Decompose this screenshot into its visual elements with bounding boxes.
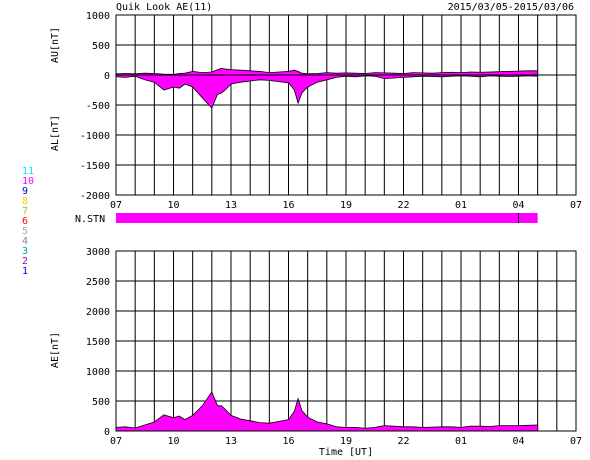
y-tick-label: 500 bbox=[92, 41, 110, 52]
y-tick-label: -2000 bbox=[80, 191, 110, 202]
y-tick-label: -1000 bbox=[80, 131, 110, 142]
y-tick-label: 1500 bbox=[86, 337, 110, 348]
y-tick-label: -1500 bbox=[80, 161, 110, 172]
x-axis-label: Time [UT] bbox=[319, 447, 373, 458]
legend-station-1: 1 bbox=[22, 266, 28, 277]
al-ylabel: AL[nT] bbox=[50, 115, 61, 151]
chart-title: Quik Look AE(11) bbox=[116, 2, 212, 13]
legend-station-6: 6 bbox=[22, 216, 28, 227]
au-al-grid bbox=[116, 14, 576, 196]
x-tick-label: 01 bbox=[455, 436, 467, 447]
x-tick-label: 13 bbox=[225, 200, 237, 211]
legend-station-2: 2 bbox=[22, 256, 28, 267]
x-tick-label: 13 bbox=[225, 436, 237, 447]
au-al-area bbox=[115, 67, 539, 109]
legend-station-8: 8 bbox=[22, 196, 28, 207]
x-tick-label: 07 bbox=[570, 436, 582, 447]
y-tick-label: 500 bbox=[92, 397, 110, 408]
nstn-bar bbox=[116, 213, 538, 223]
au-al-y-ticks: 1000 500 0 -500 -1000 -1500 -2000 bbox=[80, 11, 110, 202]
date-range: 2015/03/05-2015/03/06 bbox=[448, 2, 574, 13]
au-al-frame bbox=[115, 14, 577, 196]
legend-station-11: 11 bbox=[22, 166, 34, 177]
y-tick-label: 2000 bbox=[86, 307, 110, 318]
x-tick-label: 19 bbox=[340, 436, 352, 447]
ae-x-ticks: 07 10 13 16 19 22 01 04 07 bbox=[110, 436, 582, 447]
ae-frame bbox=[115, 250, 577, 432]
au-al-x-ticks: 07 10 13 16 19 22 01 04 07 bbox=[110, 200, 582, 211]
x-tick-label: 22 bbox=[397, 436, 409, 447]
x-tick-label: 19 bbox=[340, 200, 352, 211]
x-tick-label: 22 bbox=[397, 200, 409, 211]
x-tick-label: 07 bbox=[110, 436, 122, 447]
ae-ylabel: AE[nT] bbox=[50, 332, 61, 368]
y-tick-label: 1000 bbox=[86, 367, 110, 378]
y-tick-label: 0 bbox=[104, 71, 110, 82]
legend-station-7: 7 bbox=[22, 206, 28, 217]
x-tick-label: 07 bbox=[110, 200, 122, 211]
nstn-panel: N.STN bbox=[75, 213, 538, 225]
ae-y-ticks: 3000 2500 2000 1500 1000 500 0 bbox=[86, 247, 110, 438]
ae-area bbox=[115, 391, 539, 432]
x-tick-label: 07 bbox=[570, 200, 582, 211]
y-tick-label: 0 bbox=[104, 427, 110, 438]
y-tick-label: 2500 bbox=[86, 277, 110, 288]
legend-station-9: 9 bbox=[22, 186, 28, 197]
x-tick-label: 16 bbox=[282, 200, 294, 211]
x-tick-label: 10 bbox=[167, 436, 179, 447]
x-tick-label: 04 bbox=[512, 200, 524, 211]
legend-station-3: 3 bbox=[22, 246, 28, 257]
legend-station-4: 4 bbox=[22, 236, 28, 247]
ae-grid bbox=[116, 250, 576, 432]
legend-station-10: 10 bbox=[22, 176, 34, 187]
x-tick-label: 01 bbox=[455, 200, 467, 211]
y-tick-label: 1000 bbox=[86, 11, 110, 22]
x-tick-label: 04 bbox=[512, 436, 524, 447]
nstn-label: N.STN bbox=[75, 214, 105, 225]
x-tick-label: 16 bbox=[282, 436, 294, 447]
y-tick-label: 3000 bbox=[86, 247, 110, 258]
x-tick-label: 10 bbox=[167, 200, 179, 211]
legend-station-5: 5 bbox=[22, 226, 28, 237]
y-tick-label: -500 bbox=[86, 101, 110, 112]
au-al-panel: 1000 500 0 -500 -1000 -1500 -2000 07 10 13 16 19 22… bbox=[50, 11, 582, 211]
au-ylabel: AU[nT] bbox=[50, 27, 61, 63]
